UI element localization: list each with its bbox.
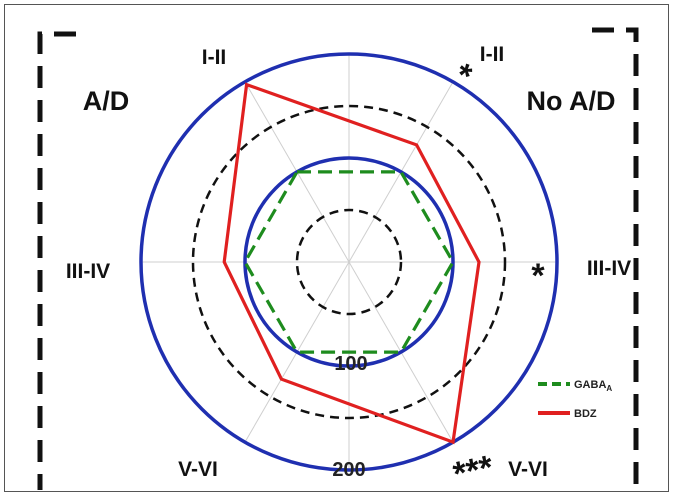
chart-labels: I-II I-II III-IV V-VI V-VI III-IV A/D No… [66,43,631,494]
ring-200 [139,52,559,472]
significance-star-upper-right: * [452,56,477,96]
significance-star-right: * [531,257,545,295]
legend-label-gaba-text: GABA [574,379,606,391]
ring-label-200: 200 [332,459,365,481]
significance-stars-lower-right: *** [450,448,497,494]
axis-label-lower-right: V-VI [508,458,548,481]
legend: GABAA BDZ [538,379,612,420]
ring-label-100: 100 [334,353,367,375]
legend-label-bdz: BDZ [574,408,597,420]
left-bracket [37,31,76,490]
radial-gridlines [141,54,557,470]
legend-label-gaba: GABAA [574,379,612,393]
data-series [222,82,481,445]
axis-label-upper-left: I-II [202,46,227,69]
ring-150 [191,104,507,420]
ring-gridlines [139,52,559,472]
axis-label-upper-right: I-II [480,43,505,66]
group-brackets [37,27,639,490]
axis-label-left: III-IV [66,260,110,283]
group-label-left: A/D [83,86,130,116]
series-bdz-polygon [222,82,481,445]
axis-label-lower-left: V-VI [178,458,218,481]
right-bracket [592,27,639,490]
ring-100 [243,156,455,368]
legend-label-gaba-subscript: A [606,384,612,393]
axis-label-right: III-IV [587,257,631,280]
ring-50 [295,208,403,316]
group-label-right: No A/D [527,86,616,116]
